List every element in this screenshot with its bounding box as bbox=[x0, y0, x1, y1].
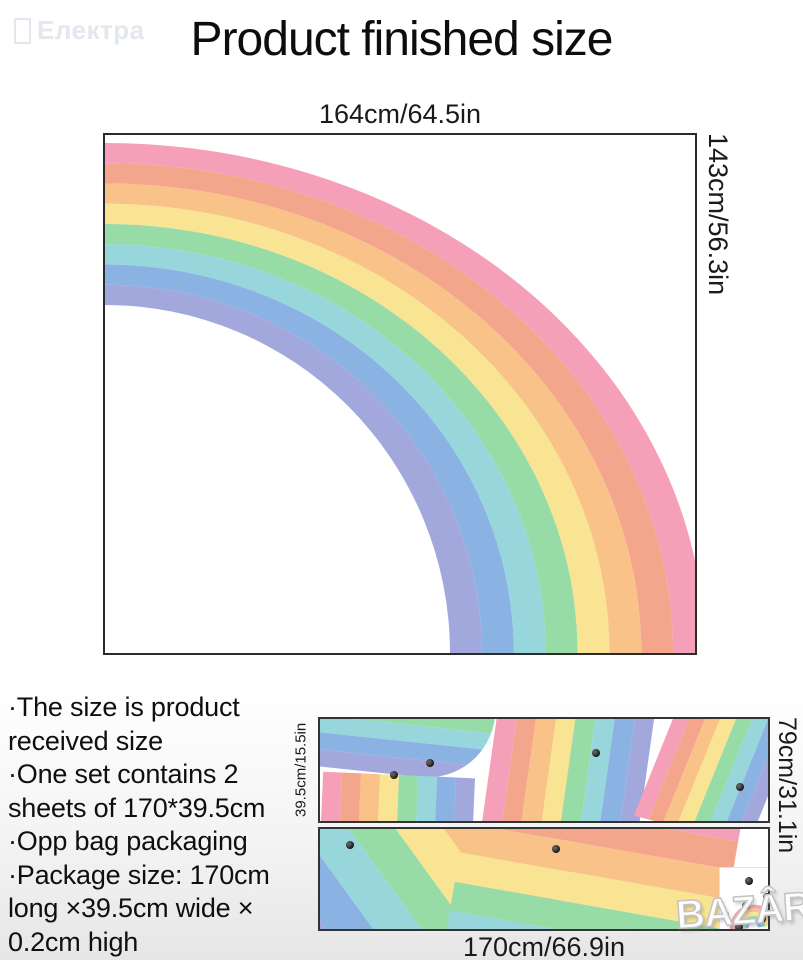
sheet-piece-strip bbox=[320, 771, 476, 821]
registration-dot bbox=[745, 877, 753, 885]
sheet-panel-2 bbox=[318, 827, 770, 931]
watermark-text: Електра bbox=[37, 15, 145, 45]
missing-glyph-box-icon bbox=[14, 17, 31, 44]
registration-dot bbox=[390, 771, 398, 779]
rainbow-diagram-frame bbox=[103, 133, 697, 655]
height-dimension-label: 143cm/56.3in bbox=[703, 133, 733, 296]
bazar-watermark: BAZÂR bbox=[674, 884, 803, 939]
note-line: long ×39.5cm wide × bbox=[8, 893, 254, 923]
registration-dot bbox=[592, 749, 600, 757]
sheet-piece-band bbox=[481, 719, 655, 821]
width-dimension-label: 164cm/64.5in bbox=[318, 99, 482, 129]
sheet-height-label: 39.5cm/15.5in bbox=[292, 722, 310, 818]
note-line: ·The size is product bbox=[8, 692, 240, 722]
note-line: ·Opp bag packaging bbox=[8, 826, 248, 856]
total-height-label: 79cm/31.1in bbox=[773, 717, 801, 854]
note-line: ·Package size: 170cm bbox=[8, 859, 270, 890]
registration-dot bbox=[721, 911, 729, 919]
note-line: ·One set contains 2 bbox=[8, 759, 239, 789]
registration-dot bbox=[426, 759, 434, 767]
note-line: 0.2cm high bbox=[8, 926, 139, 957]
registration-dot bbox=[552, 845, 560, 853]
registration-dot bbox=[763, 893, 768, 901]
sheet-panel-1 bbox=[318, 717, 770, 823]
note-line: received size bbox=[8, 725, 163, 756]
registration-dot bbox=[736, 783, 744, 791]
note-line: sheets of 170*39.5cm bbox=[8, 792, 266, 823]
page-title: Product finished size bbox=[190, 13, 614, 66]
rainbow-arc-graphic bbox=[105, 143, 695, 653]
registration-dot bbox=[758, 915, 766, 923]
product-notes: ·The size is product received size ·One … bbox=[8, 691, 314, 959]
registration-dot bbox=[346, 841, 354, 849]
sheet-piece-band bbox=[633, 719, 768, 821]
registration-dot bbox=[735, 923, 743, 929]
sheet-length-label: 170cm/66.9in bbox=[462, 932, 626, 960]
registration-dot bbox=[742, 902, 750, 910]
marketplace-watermark-top-left: Електра bbox=[14, 15, 145, 46]
